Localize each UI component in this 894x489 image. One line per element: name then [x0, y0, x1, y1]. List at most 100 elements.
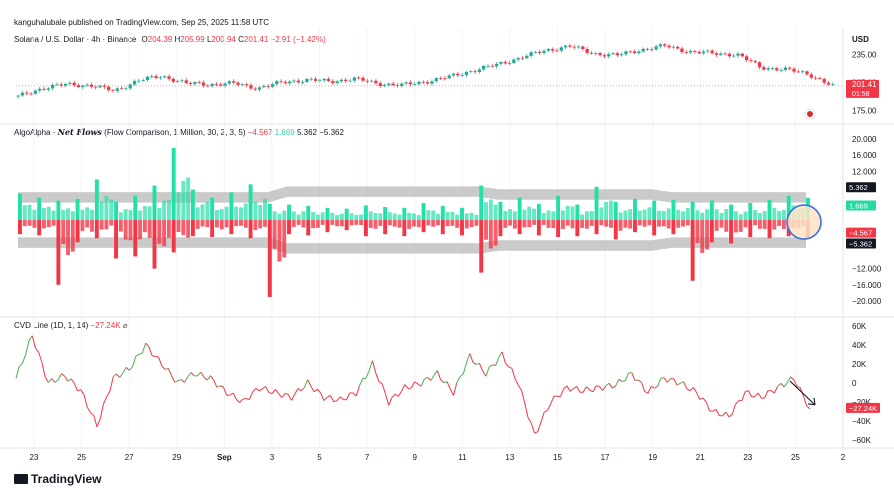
upper-band [18, 186, 806, 203]
tradingview-logo[interactable]: TradingView [14, 472, 101, 486]
candle-body [438, 78, 443, 79]
candle-body [663, 44, 667, 46]
inflow-bar [80, 209, 85, 220]
cvd-line-segment [184, 376, 189, 383]
outflow-bar [777, 220, 782, 226]
outflow-bar [647, 220, 652, 226]
outflow-bar [551, 220, 556, 229]
inflow-bar [215, 209, 219, 220]
candle-body [361, 77, 365, 81]
cvd-line-segment [741, 391, 746, 401]
outflow-bar [671, 220, 676, 235]
cvd-line-segment [219, 385, 224, 388]
cvd-line-segment [527, 417, 532, 424]
net-flows-value-box [846, 200, 876, 211]
outflow-bar [609, 220, 613, 228]
candle-body [55, 84, 59, 86]
algo-params: (Flow Comparison, 1 Million, 30, 2, 3, 5… [104, 128, 246, 137]
outflow-bar [339, 220, 344, 227]
candle-body [331, 81, 335, 84]
cvd-line-segment [38, 352, 43, 363]
cvd-line-segment [735, 400, 740, 405]
candle-body [296, 80, 300, 83]
symbol-title[interactable]: Solana / U.S. Dollar · 4h · Binance [14, 35, 137, 44]
outflow-bar [781, 220, 786, 230]
candle-body [744, 56, 749, 61]
candle-body [98, 85, 102, 88]
candle-body [236, 82, 240, 85]
x-axis-tick-label: 13 [505, 453, 514, 462]
algo-indicator-name[interactable]: AlgoAlpha · [14, 128, 58, 137]
flag-icon-dot [807, 111, 813, 117]
cvd-line-segment [424, 376, 428, 380]
candle-body [529, 52, 533, 56]
algo-legend: AlgoAlpha · Net Flows (Flow Comparison, … [14, 127, 344, 137]
cvd-line-segment [48, 378, 53, 383]
candle-body [275, 81, 279, 85]
candle-body [546, 49, 550, 51]
cvd-axis-tick: −20K [852, 398, 872, 407]
candle-body [163, 76, 167, 78]
candle-body [464, 72, 469, 75]
cvd-line-segment [401, 384, 406, 392]
cvd-line-segment [485, 366, 490, 377]
candle-body [460, 74, 464, 76]
net-flows-value-box [846, 182, 876, 193]
settings-icon[interactable]: ⌀ [122, 321, 128, 330]
candle-body [279, 81, 283, 82]
candle-body [365, 80, 369, 82]
outflow-bar [195, 220, 200, 229]
cvd-line-segment [731, 404, 736, 415]
candle-body [253, 88, 257, 90]
x-axis-tick-label: 15 [553, 453, 562, 462]
cvd-line-segment [391, 393, 396, 398]
cvd-line-segment [261, 386, 266, 390]
inflow-bar [623, 210, 628, 220]
algo-value-1: −4.567 [247, 128, 273, 137]
cvd-line-segment [550, 395, 555, 405]
outflow-bar [594, 220, 599, 235]
cvd-line-segment [786, 376, 791, 383]
inflow-bar [296, 214, 301, 220]
candle-body [568, 45, 572, 47]
cvd-line-segment [80, 389, 85, 396]
inflow-bar [315, 214, 320, 220]
candle-body [309, 78, 313, 80]
cvd-line-segment [248, 391, 254, 400]
outflow-bar [700, 220, 705, 253]
candle-body [232, 81, 236, 83]
candle-body [770, 68, 775, 69]
inflow-bar [94, 179, 99, 220]
candle-body [503, 62, 507, 64]
algo-indicator-fancy-name: Net Flows [57, 127, 102, 137]
inflow-bar [685, 207, 690, 220]
ohlc-h-label: H [174, 35, 181, 44]
cvd-line-segment [459, 373, 464, 378]
outflow-bar [474, 220, 479, 226]
inflow-bar [181, 181, 186, 220]
candle-body [650, 49, 654, 51]
inflow-bar [584, 211, 589, 220]
inflow-bar [402, 207, 407, 220]
outflow-bar [368, 220, 373, 228]
inflow-bar [263, 198, 267, 220]
outflow-bar [633, 220, 637, 233]
inflow-bar [138, 210, 143, 220]
cvd-line-segment [177, 379, 182, 382]
candle-body [783, 67, 788, 71]
inflow-bar [484, 202, 488, 220]
inflow-bar [733, 211, 738, 220]
cvd-indicator-name[interactable]: CVD Line (1D, 1, 14) [14, 321, 89, 330]
cvd-line-segment [317, 388, 322, 394]
cvd-line-segment [15, 366, 20, 379]
inflow-bar [234, 206, 239, 220]
outflow-bar [565, 220, 570, 226]
outflow-bar [215, 220, 219, 228]
cvd-line-segment [252, 387, 257, 393]
cvd-line-segment [430, 374, 435, 381]
candle-body [400, 83, 404, 86]
outflow-bar [493, 220, 498, 246]
cvd-line-segment [705, 401, 711, 412]
outflow-bar [757, 220, 762, 229]
cvd-line-segment [476, 362, 480, 365]
